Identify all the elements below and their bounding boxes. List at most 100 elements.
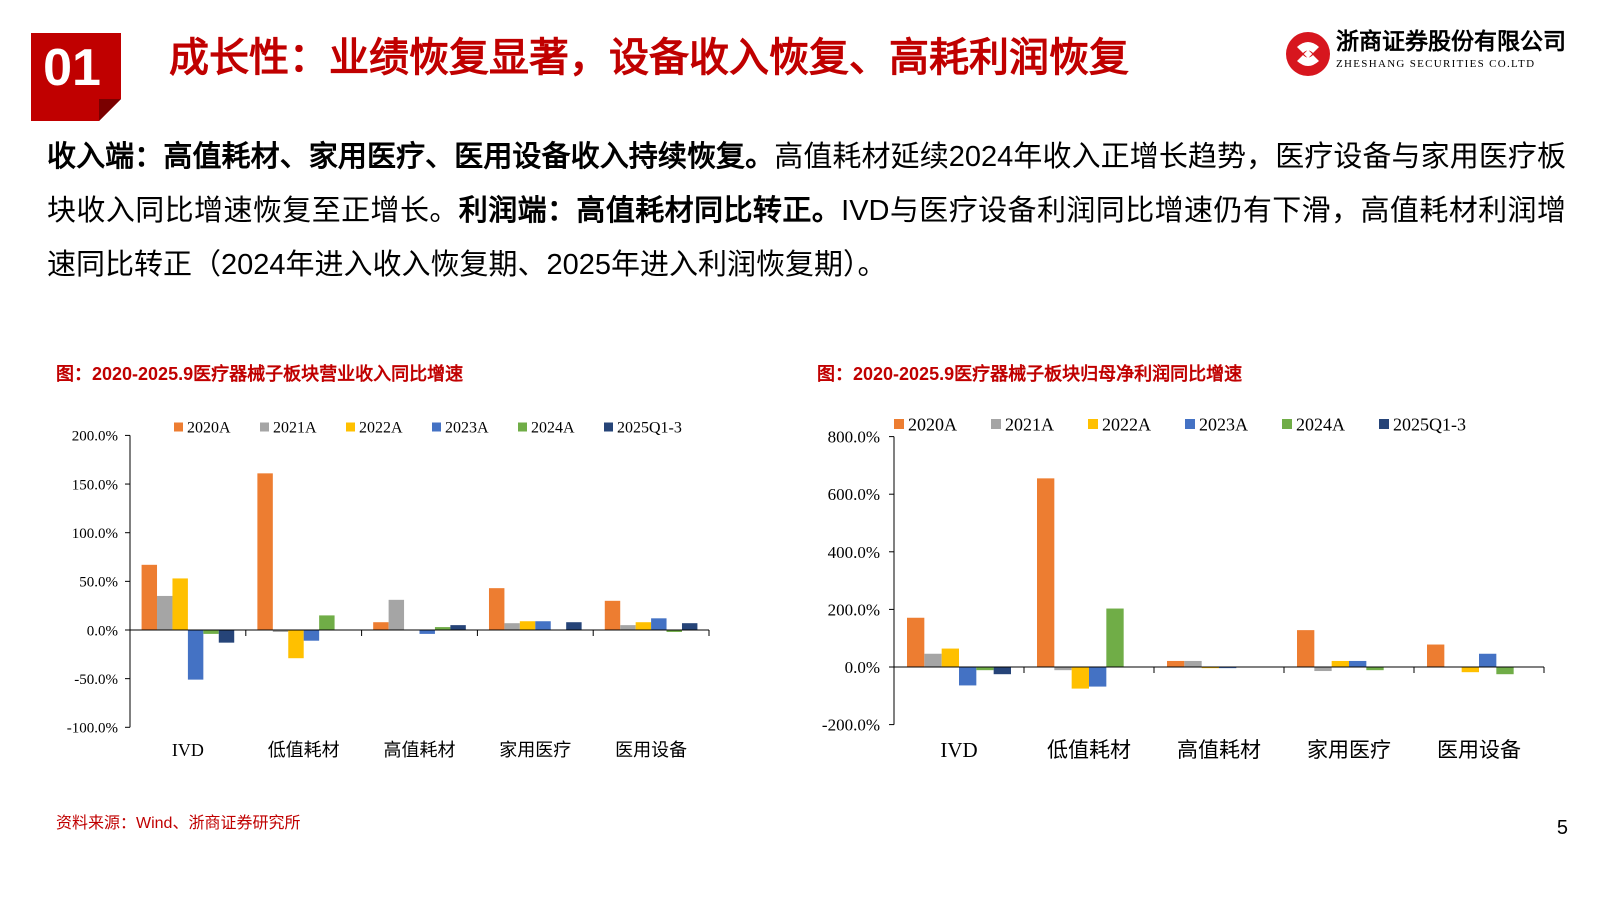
legend-swatch: [604, 422, 613, 432]
bar-low-value-consumables-2020a: [257, 473, 273, 630]
bar-medical-equipment-2020a: [1427, 644, 1445, 667]
revenue-heading: 收入端：高值耗材、家用医疗、医用设备收入持续恢复。: [47, 141, 775, 173]
legend-label: 2020A: [908, 414, 957, 434]
bar-high-value-consumables-2022a: [1201, 667, 1219, 669]
bar-high-value-consumables-2020a: [373, 622, 389, 630]
bar-high-value-consumables-2024a: [434, 627, 451, 630]
legend-swatch: [991, 419, 1001, 429]
legend-label: 2023A: [445, 420, 489, 437]
legend-label: 2024A: [531, 420, 575, 437]
x-category-label: 家用医疗: [499, 740, 571, 760]
section-number: 01: [43, 39, 101, 97]
y-tick-label: -100.0%: [67, 721, 118, 737]
legend-label: 2024A: [1296, 414, 1345, 434]
bar-high-value-consumables-2021a: [388, 599, 405, 630]
x-category-label: IVD: [172, 740, 204, 760]
bar-low-value-consumables-2023a: [303, 630, 320, 641]
bar-home-medical-2021a: [504, 623, 520, 630]
bar-ivd-2025q1-3: [993, 667, 1011, 675]
revenue-chart-title: 图：2020-2025.9医疗器械子板块营业收入同比增速: [56, 364, 464, 384]
bar-medical-equipment-2023a: [1479, 653, 1497, 667]
bar-ivd-2023a: [959, 667, 977, 686]
bar-home-medical-2022a: [519, 621, 536, 630]
x-category-label: 医用设备: [615, 740, 687, 760]
legend-swatch: [174, 422, 183, 432]
bar-ivd-2025q1-3: [218, 630, 235, 643]
bar-ivd-2024a: [976, 667, 994, 671]
y-tick-label: 100.0%: [72, 526, 118, 542]
bar-ivd-2021a: [924, 653, 942, 667]
y-tick-label: 0.0%: [87, 623, 118, 639]
bar-medical-equipment-2024a: [1496, 667, 1514, 675]
legend-swatch: [894, 419, 904, 429]
section-number-badge: 01: [31, 33, 121, 121]
bar-home-medical-2020a: [1297, 630, 1315, 667]
legend-label: 2022A: [359, 420, 403, 437]
bar-ivd-2022a: [941, 648, 959, 667]
y-tick-label: -50.0%: [74, 672, 118, 688]
bar-ivd-2021a: [157, 595, 173, 630]
y-tick-label: 50.0%: [79, 575, 118, 591]
legend-swatch: [1088, 419, 1098, 429]
y-tick-label: 800.0%: [828, 428, 880, 447]
bar-home-medical-2021a: [1314, 667, 1332, 672]
bar-high-value-consumables-2023a: [1219, 667, 1237, 669]
legend-swatch: [518, 422, 527, 432]
company-name-en: ZHESHANG SECURITIES CO.LTD: [1336, 58, 1536, 70]
bar-medical-equipment-2020a: [604, 600, 621, 630]
bar-low-value-consumables-2022a: [1071, 667, 1089, 689]
bar-high-value-consumables-2020a: [1167, 660, 1185, 667]
legend-label: 2021A: [1005, 414, 1054, 434]
bar-high-value-consumables-2023a: [419, 630, 435, 634]
summary-paragraph: 收入端：高值耗材、家用医疗、医用设备收入持续恢复。高值耗材延续2024年收入正增…: [47, 130, 1566, 292]
bar-low-value-consumables-2022a: [288, 630, 304, 659]
page-number: 5: [1556, 817, 1568, 839]
legend-swatch: [260, 422, 269, 432]
legend-label: 2025Q1-3: [1393, 414, 1466, 434]
bar-low-value-consumables-2020a: [1037, 478, 1055, 667]
y-tick-label: 200.0%: [828, 600, 880, 619]
legend-swatch: [1379, 419, 1389, 429]
bar-medical-equipment-2022a: [1461, 667, 1479, 673]
bar-low-value-consumables-2023a: [1089, 667, 1107, 687]
x-category-label: 高值耗材: [384, 740, 456, 760]
legend-label: 2022A: [1102, 414, 1151, 434]
bar-medical-equipment-2022a: [635, 622, 652, 630]
revenue-text: 高值耗材延续2024年收入正增长趋势，医疗设备与家用医疗板块收入同比增速恢复至正…: [47, 141, 1566, 227]
bar-medical-equipment-2025q1-3: [681, 623, 698, 630]
y-tick-label: -200.0%: [822, 716, 880, 735]
bar-ivd-2022a: [172, 578, 188, 630]
profit-chart-title: 图：2020-2025.9医疗器械子板块归母净利润同比增速: [817, 364, 1243, 384]
y-tick-label: 0.0%: [845, 658, 880, 677]
legend-label: 2025Q1-3: [617, 420, 682, 437]
y-tick-label: 150.0%: [72, 477, 118, 493]
x-category-label: 低值耗材: [1047, 738, 1131, 762]
profit-text: IVD与医疗设备利润同比增速仍有下滑，高值耗材利润增速同比转正（2024年进入收…: [47, 195, 1566, 281]
bar-medical-equipment-2021a: [620, 625, 636, 630]
slide-title: 成长性：业绩恢复显著，设备收入恢复、高耗利润恢复: [169, 36, 1129, 80]
bar-medical-equipment-2023a: [651, 618, 667, 630]
bar-low-value-consumables-2021a: [272, 630, 289, 632]
bar-high-value-consumables-2025q1-3: [450, 625, 466, 630]
bar-home-medical-2023a: [1349, 660, 1367, 667]
profit-growth-chart: 800.0% 600.0% 400.0% 200.0% 0.0% -200.0% IVD 低值…: [822, 414, 1545, 762]
bar-ivd-2020a: [907, 617, 925, 667]
bar-ivd-2023a: [187, 630, 204, 680]
y-tick-label: 200.0%: [72, 429, 118, 445]
bar-ivd-2020a: [141, 564, 158, 630]
bar-low-value-consumables-2021a: [1054, 667, 1072, 671]
bar-home-medical-2023a: [535, 621, 551, 630]
revenue-growth-chart: 200.0% 150.0% 100.0% 50.0% 0.0% -50.0% -100.0%…: [67, 420, 710, 760]
profit-heading: 利润端：高值耗材同比转正。: [458, 195, 842, 227]
legend-label: 2023A: [1199, 414, 1248, 434]
bar-low-value-consumables-2024a: [319, 615, 335, 630]
x-category-label: 低值耗材: [268, 740, 340, 760]
y-tick-label: 600.0%: [828, 485, 880, 504]
zheshang-logo-icon: [1286, 32, 1330, 76]
legend-label: 2021A: [273, 420, 317, 437]
legend-swatch: [1282, 419, 1292, 429]
bar-home-medical-2020a: [488, 588, 505, 630]
legend-swatch: [1185, 419, 1195, 429]
bar-home-medical-2024a: [1366, 667, 1384, 671]
